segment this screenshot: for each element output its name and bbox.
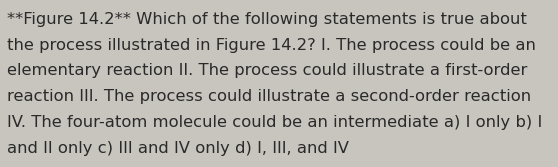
Text: the process illustrated in Figure 14.2? I. The process could be an: the process illustrated in Figure 14.2? … xyxy=(7,38,536,53)
Text: elementary reaction II. The process could illustrate a first-order: elementary reaction II. The process coul… xyxy=(7,63,527,78)
Text: reaction III. The process could illustrate a second-order reaction: reaction III. The process could illustra… xyxy=(7,89,531,104)
Text: and II only c) III and IV only d) I, III, and IV: and II only c) III and IV only d) I, III… xyxy=(7,141,349,156)
Text: IV. The four-atom molecule could be an intermediate a) I only b) I: IV. The four-atom molecule could be an i… xyxy=(7,115,542,130)
Text: **Figure 14.2** Which of the following statements is true about: **Figure 14.2** Which of the following s… xyxy=(7,12,527,27)
